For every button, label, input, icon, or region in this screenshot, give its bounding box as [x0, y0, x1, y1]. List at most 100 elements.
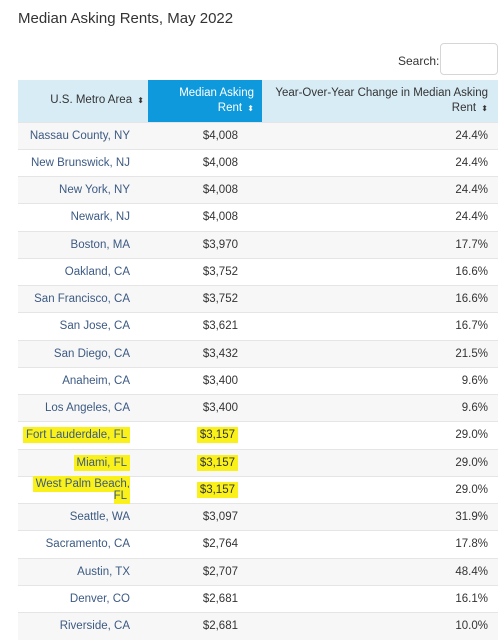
table-row: Newark, NJ $4,008 24.4%: [18, 203, 498, 231]
cell-median-rent-text: $3,157: [196, 454, 238, 471]
header-metro-area[interactable]: U.S. Metro Area ⬍: [18, 80, 148, 122]
table-row: Boston, MA $3,970 17.7%: [18, 230, 498, 259]
cell-median-rent: $3,752: [148, 257, 262, 286]
cell-median-rent: $3,970: [148, 230, 262, 259]
cell-yoy-change-text: 9.6%: [461, 374, 488, 387]
cell-yoy-change: 17.8%: [262, 530, 498, 558]
cell-median-rent: $4,008: [148, 148, 262, 177]
cell-median-rent-text: $2,707: [202, 565, 238, 578]
cell-median-rent-text: $3,097: [202, 511, 238, 524]
cell-median-rent-text: $2,764: [202, 538, 238, 551]
cell-median-rent-text: $3,621: [202, 320, 238, 333]
table-body: Nassau County, NY $4,008 24.4% New Brunswic…: [18, 121, 498, 640]
cell-metro-area: Austin, TX: [18, 557, 148, 586]
cell-metro-area-text: Riverside, CA: [59, 620, 130, 633]
cell-median-rent: $3,621: [148, 312, 262, 340]
cell-median-rent: $4,008: [148, 121, 262, 150]
cell-yoy-change: 24.4%: [262, 203, 498, 231]
cell-yoy-change-text: 17.7%: [455, 238, 488, 251]
cell-median-rent-text: $3,400: [202, 402, 238, 415]
cell-yoy-change-text: 21.5%: [455, 347, 488, 360]
table-row: Oakland, CA $3,752 16.6%: [18, 257, 498, 286]
cell-metro-area: Sacramento, CA: [18, 530, 148, 558]
cell-median-rent: $3,157: [148, 448, 262, 477]
cell-metro-area: Oakland, CA: [18, 257, 148, 286]
table-row: New Brunswick, NJ $4,008 24.4%: [18, 148, 498, 177]
cell-metro-area-text: Anaheim, CA: [62, 374, 130, 387]
cell-yoy-change-text: 29.0%: [455, 483, 488, 496]
cell-metro-area-text: Austin, TX: [77, 565, 130, 578]
cell-metro-area-text: Denver, CO: [69, 592, 130, 605]
cell-metro-area: West Palm Beach, FL: [18, 475, 148, 504]
table-row: Miami, FL $3,157 29.0%: [18, 448, 498, 477]
cell-metro-area: Nassau County, NY: [18, 121, 148, 150]
cell-yoy-change-text: 31.9%: [455, 511, 488, 524]
table-row: Sacramento, CA $2,764 17.8%: [18, 530, 498, 558]
header-median-rent-label: Median Asking Rent: [179, 86, 254, 114]
header-yoy-change-label: Year-Over-Year Change in Median Asking R…: [275, 86, 488, 114]
cell-metro-area-text: New York, NY: [59, 184, 130, 197]
cell-yoy-change: 29.0%: [262, 448, 498, 477]
cell-metro-area-text: Fort Lauderdale, FL: [22, 427, 130, 444]
cell-metro-area: Newark, NJ: [18, 203, 148, 231]
cell-metro-area: Los Angeles, CA: [18, 393, 148, 422]
cell-median-rent-text: $4,008: [202, 156, 238, 169]
cell-metro-area-text: Seattle, WA: [69, 511, 130, 524]
table-row: New York, NY $4,008 24.4%: [18, 175, 498, 204]
table-row: Denver, CO $2,681 16.1%: [18, 584, 498, 613]
table-row: Anaheim, CA $3,400 9.6%: [18, 366, 498, 395]
table-row: Nassau County, NY $4,008 24.4%: [18, 121, 498, 150]
cell-median-rent: $2,681: [148, 611, 262, 640]
cell-yoy-change-text: 24.4%: [455, 129, 488, 142]
cell-metro-area: San Jose, CA: [18, 312, 148, 340]
sort-icon: ⬍: [137, 96, 144, 106]
sort-desc-icon: ⬍: [247, 103, 254, 113]
table-row: Los Angeles, CA $3,400 9.6%: [18, 393, 498, 422]
table-row: West Palm Beach, FL $3,157 29.0%: [18, 475, 498, 504]
cell-median-rent: $3,157: [148, 421, 262, 449]
cell-yoy-change: 21.5%: [262, 339, 498, 368]
header-median-rent[interactable]: Median Asking Rent ⬍: [148, 80, 262, 122]
cell-median-rent: $4,008: [148, 175, 262, 204]
cell-yoy-change: 24.4%: [262, 148, 498, 177]
cell-yoy-change: 24.4%: [262, 121, 498, 150]
header-yoy-change[interactable]: Year-Over-Year Change in Median Asking R…: [262, 80, 498, 122]
cell-median-rent-text: $3,752: [202, 293, 238, 306]
cell-metro-area-text: San Jose, CA: [59, 320, 130, 333]
rents-table: U.S. Metro Area ⬍ Median Asking Rent ⬍ Y…: [18, 80, 498, 640]
cell-metro-area-text: San Francisco, CA: [34, 293, 130, 306]
cell-metro-area: New York, NY: [18, 175, 148, 204]
cell-metro-area-text: Boston, MA: [70, 238, 130, 251]
cell-yoy-change: 48.4%: [262, 557, 498, 586]
cell-median-rent-text: $3,752: [202, 265, 238, 278]
cell-yoy-change-text: 24.4%: [455, 211, 488, 224]
cell-metro-area-text: New Brunswick, NJ: [30, 156, 130, 169]
table-row: Fort Lauderdale, FL $3,157 29.0%: [18, 421, 498, 449]
cell-metro-area: Boston, MA: [18, 230, 148, 259]
cell-yoy-change-text: 16.6%: [455, 293, 488, 306]
cell-median-rent-text: $3,157: [196, 427, 238, 444]
cell-median-rent-text: $2,681: [202, 592, 238, 605]
cell-median-rent: $2,707: [148, 557, 262, 586]
sort-icon: ⬍: [481, 103, 488, 113]
page-title: Median Asking Rents, May 2022: [18, 10, 234, 27]
cell-metro-area-text: West Palm Beach, FL: [32, 475, 130, 504]
cell-median-rent-text: $4,008: [202, 211, 238, 224]
cell-yoy-change-text: 24.4%: [455, 156, 488, 169]
cell-yoy-change-text: 24.4%: [455, 184, 488, 197]
cell-yoy-change-text: 16.6%: [455, 265, 488, 278]
cell-median-rent-text: $4,008: [202, 129, 238, 142]
cell-yoy-change-text: 29.0%: [455, 456, 488, 469]
cell-median-rent-text: $3,970: [202, 238, 238, 251]
cell-yoy-change: 9.6%: [262, 393, 498, 422]
table-row: San Jose, CA $3,621 16.7%: [18, 312, 498, 340]
cell-metro-area-text: Newark, NJ: [70, 211, 130, 224]
search-input[interactable]: [440, 43, 498, 75]
cell-yoy-change: 16.1%: [262, 584, 498, 613]
cell-yoy-change-text: 17.8%: [455, 538, 488, 551]
cell-yoy-change-text: 9.6%: [461, 402, 488, 415]
cell-metro-area: Fort Lauderdale, FL: [18, 421, 148, 449]
cell-median-rent-text: $2,681: [202, 620, 238, 633]
cell-metro-area-text: Sacramento, CA: [45, 538, 130, 551]
